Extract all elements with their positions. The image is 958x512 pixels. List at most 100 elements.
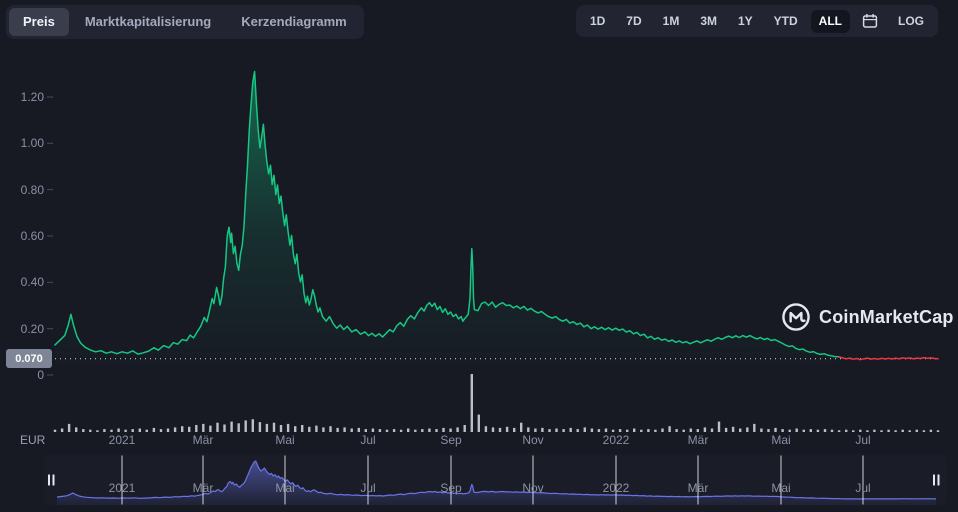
volume-bar — [315, 425, 318, 432]
volume-bar — [520, 422, 523, 432]
navigator-handle-right[interactable] — [933, 474, 940, 486]
volume-bar — [866, 430, 869, 432]
volume-bar — [746, 427, 749, 432]
volume-bar — [491, 427, 495, 432]
y-axis-label: 1.20 — [20, 89, 44, 104]
volume-bar — [689, 428, 692, 432]
range-button-1d[interactable]: 1D — [589, 13, 606, 28]
x-axis-label: Mär — [687, 433, 709, 447]
price-area-fill — [55, 71, 840, 375]
tab-kerzendiagramm[interactable]: Kerzendiagramm — [241, 14, 347, 29]
volume-bar — [894, 430, 897, 432]
volume-bar — [223, 424, 226, 432]
y-axis-label: 0.40 — [20, 275, 44, 290]
navigator-area-fill — [57, 461, 936, 505]
chart-toolbar: Preis Marktkapitalisierung Kerzendiagram… — [0, 0, 958, 42]
volume-bar — [244, 420, 247, 432]
volume-bar — [152, 427, 156, 432]
y-axis-label: 0.20 — [20, 321, 44, 336]
tab-marktkapitalisierung[interactable]: Marktkapitalisierung — [84, 14, 212, 29]
volume-bar — [604, 428, 608, 432]
volume-bar — [548, 429, 551, 432]
x-axis-label: 2022 — [602, 433, 630, 447]
volume-bar — [908, 430, 911, 432]
volume-bar — [767, 429, 770, 432]
calendar-button[interactable] — [855, 10, 885, 32]
volume-bar — [421, 429, 424, 432]
volume-bar — [449, 428, 452, 432]
volume-bar — [505, 426, 509, 432]
volume-bar — [322, 427, 325, 432]
volume-bar — [124, 429, 127, 432]
volume-bar — [915, 429, 918, 432]
volume-bar — [640, 429, 643, 432]
tab-preis[interactable]: Preis — [9, 8, 69, 36]
volume-bar — [371, 428, 375, 432]
volume-bar — [823, 429, 827, 432]
volume-bar — [329, 426, 332, 432]
volume-bar — [633, 428, 636, 432]
volume-bar — [399, 429, 403, 432]
y-axis-label: 1.00 — [20, 136, 44, 151]
currency-label[interactable]: EUR — [20, 433, 46, 447]
x-axis-label: Mai — [771, 433, 791, 447]
volume-bar — [576, 429, 579, 432]
volume-bar — [308, 426, 311, 432]
calendar-icon — [862, 14, 878, 28]
coinmarketcap-watermark: CoinMarketCap — [781, 302, 954, 332]
log-scale-button[interactable]: LOG — [898, 13, 924, 28]
volume-bar — [456, 427, 459, 432]
volume-bar — [166, 428, 170, 432]
volume-bar — [265, 423, 269, 432]
price-line-green — [54, 70, 840, 358]
range-button-all[interactable]: ALL — [810, 9, 850, 33]
volume-bar — [534, 428, 537, 432]
navigator[interactable] — [0, 454, 958, 510]
volume-bar — [159, 429, 163, 432]
volume-bar — [887, 429, 890, 432]
x-axis-label: Mär — [192, 433, 214, 447]
volume-bar — [513, 427, 516, 432]
navigator-handle-left[interactable] — [48, 474, 55, 486]
navigator-axis-label: Mär — [687, 481, 709, 495]
volume-bar — [301, 425, 304, 432]
range-button-1y[interactable]: 1Y — [737, 13, 753, 28]
price-line-red — [838, 356, 939, 361]
volume-bar — [668, 426, 671, 432]
volume-bar — [788, 429, 791, 432]
volume-bar — [336, 427, 339, 432]
volume-bar — [562, 429, 565, 432]
volume-bar — [145, 429, 148, 432]
range-button-ytd[interactable]: YTD — [773, 13, 798, 28]
volume-bar — [279, 425, 283, 432]
volume-bar — [717, 421, 721, 432]
y-axis-label: 0.80 — [20, 182, 44, 197]
volume-bar — [852, 430, 855, 432]
volume-bar — [188, 426, 191, 432]
volume-bar — [753, 423, 756, 432]
volume-bar — [922, 430, 926, 432]
volume-bar — [654, 429, 657, 432]
volume-bar — [661, 428, 664, 432]
volume-bar — [414, 429, 417, 432]
range-button-7d[interactable]: 7D — [626, 13, 642, 28]
navigator-axis-label: 2021 — [108, 481, 136, 495]
volume-bar — [202, 423, 205, 432]
volume-bar — [378, 429, 382, 432]
range-button-1m[interactable]: 1M — [662, 13, 680, 28]
x-axis-label: Sep — [440, 433, 462, 447]
volume-bar — [696, 429, 699, 432]
navigator-line — [56, 460, 937, 500]
volume-bar — [710, 428, 714, 432]
volume-bar — [498, 427, 502, 432]
range-button-3m[interactable]: 3M — [700, 13, 717, 28]
price-chart[interactable] — [0, 40, 958, 452]
volume-bar — [96, 430, 99, 432]
volume-bar — [230, 421, 233, 432]
volume-bar — [442, 427, 445, 432]
volume-bar — [75, 427, 78, 432]
volume-bar — [477, 414, 480, 432]
volume-bar — [103, 429, 106, 432]
volume-bar — [739, 428, 742, 432]
volume-bar — [626, 429, 629, 432]
